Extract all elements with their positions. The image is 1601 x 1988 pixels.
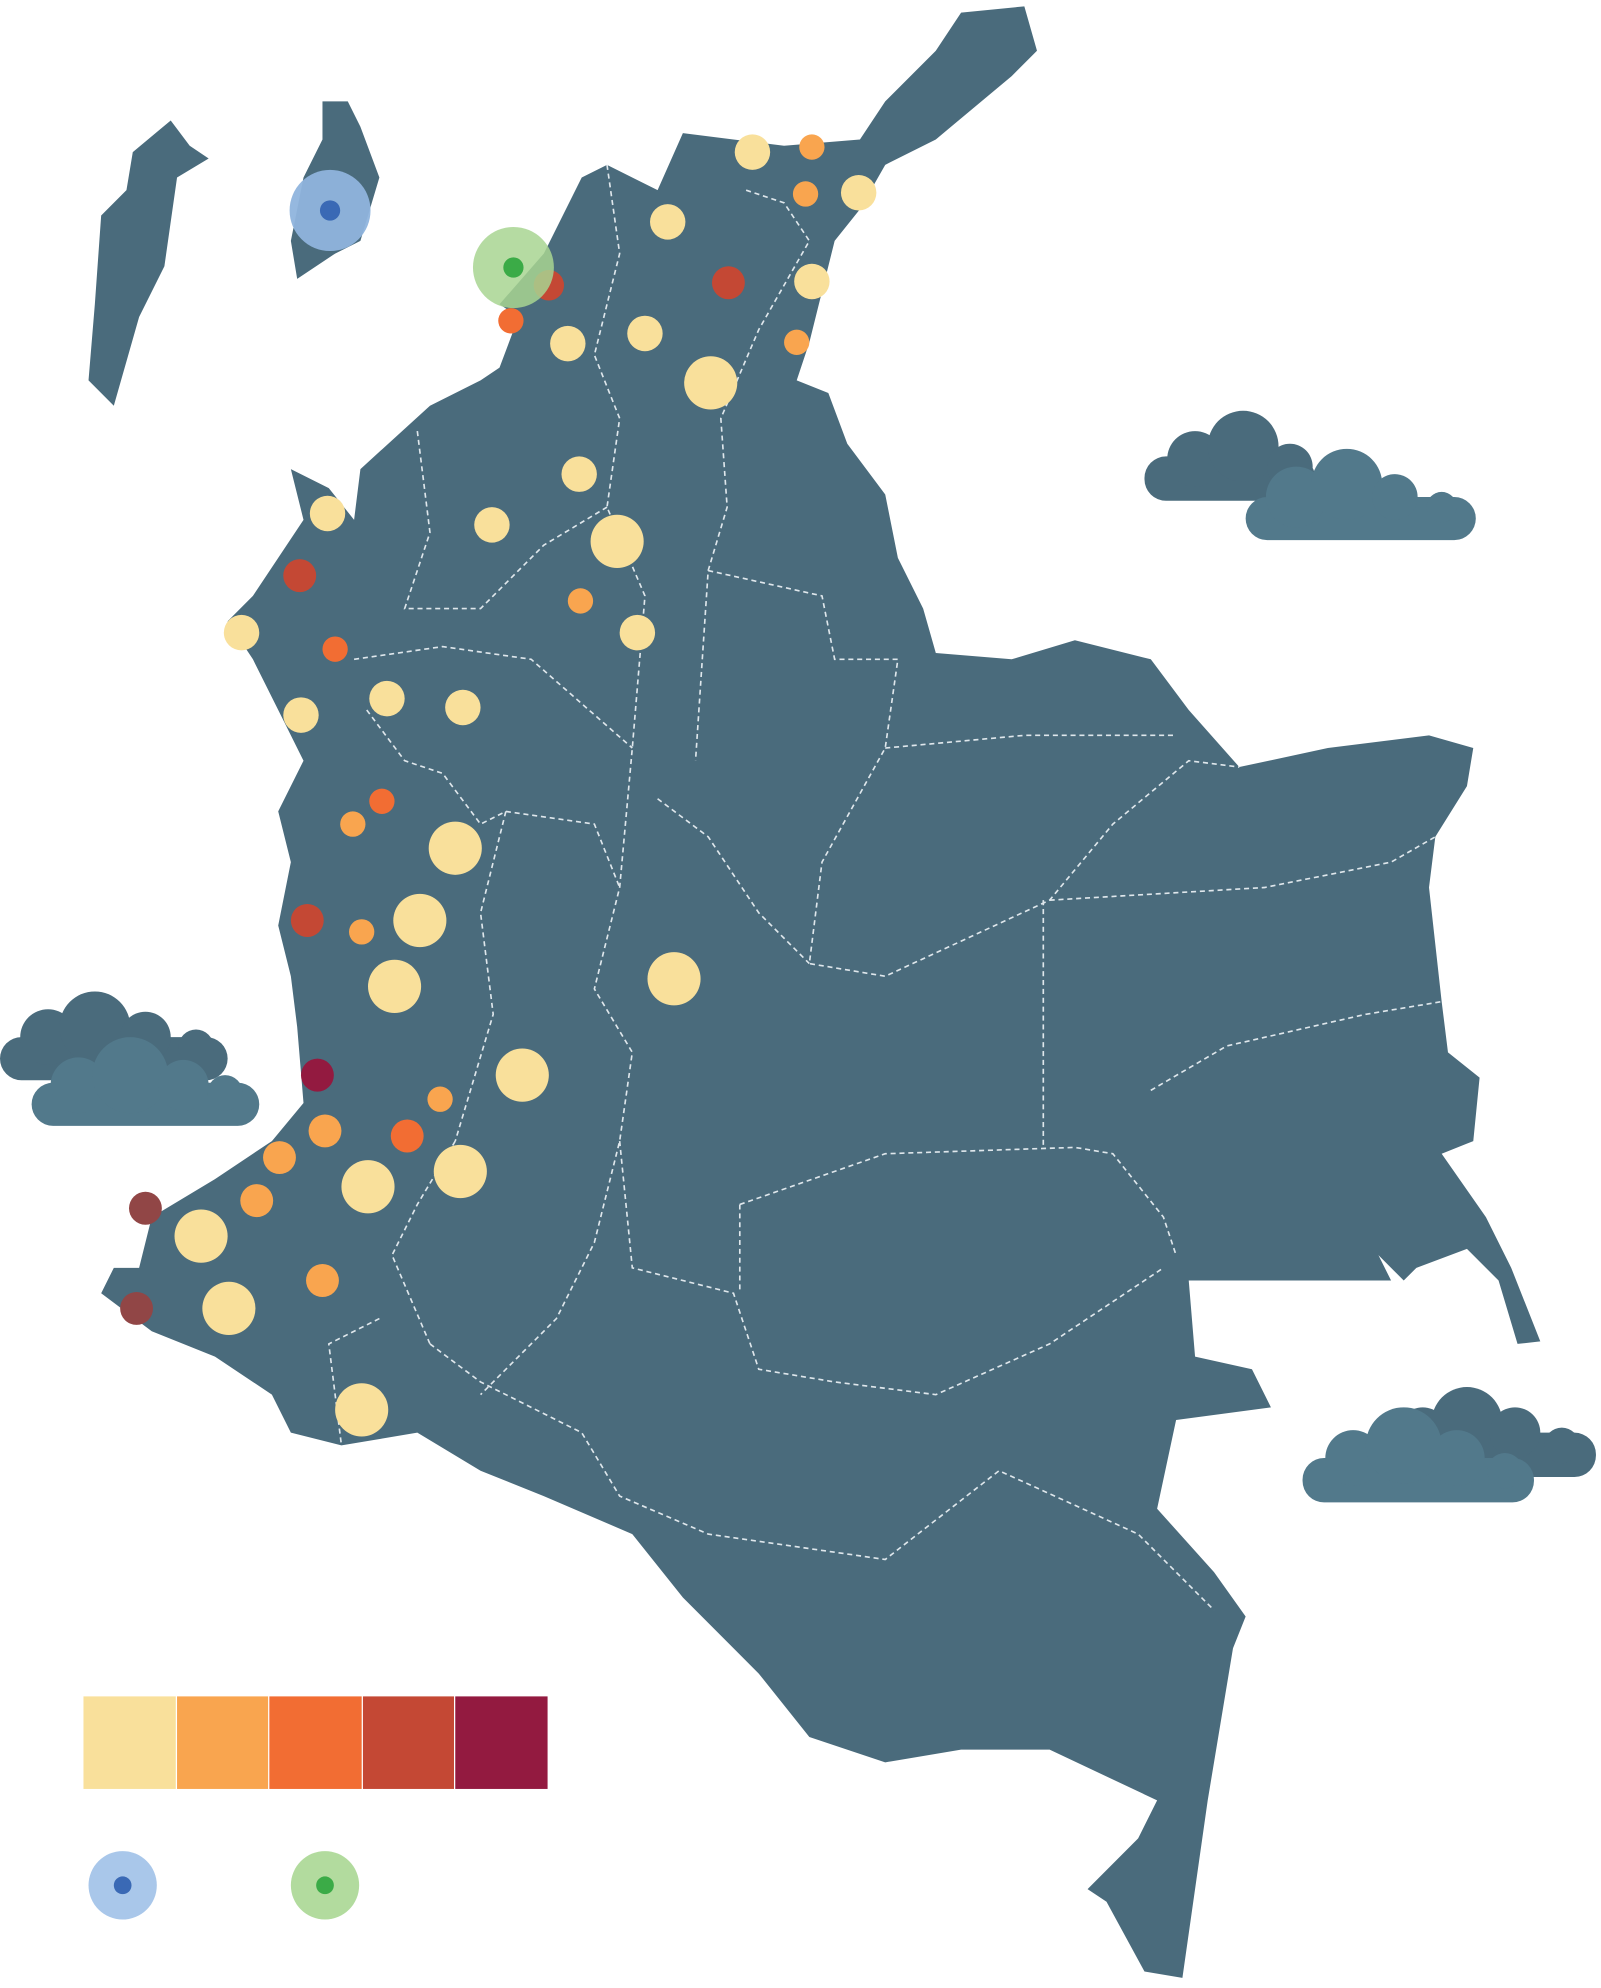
location-marker	[647, 952, 701, 1006]
location-marker	[792, 181, 819, 207]
location-marker	[427, 1086, 453, 1112]
location-marker	[306, 1264, 339, 1298]
location-marker	[428, 821, 482, 875]
location-marker	[498, 308, 524, 334]
location-marker	[445, 689, 481, 726]
location-marker	[283, 559, 317, 593]
legend-swatch	[362, 1696, 454, 1789]
location-marker	[340, 811, 366, 837]
location-marker	[341, 1160, 395, 1214]
location-marker	[390, 1119, 424, 1153]
legend	[83, 1696, 548, 1920]
location-marker	[561, 456, 597, 492]
location-marker	[619, 614, 656, 651]
cloud	[1302, 1407, 1534, 1503]
location-marker	[335, 1383, 389, 1437]
location-marker	[263, 1141, 296, 1175]
location-marker	[322, 636, 348, 662]
location-marker	[433, 1144, 487, 1199]
location-marker	[684, 356, 738, 410]
location-marker	[567, 588, 594, 614]
location-marker	[290, 903, 324, 937]
location-marker	[308, 1114, 342, 1148]
location-marker	[240, 1184, 274, 1218]
location-marker	[128, 1191, 162, 1225]
country-shape	[101, 6, 1541, 1978]
special-marker-center	[319, 200, 341, 221]
island	[88, 120, 209, 406]
location-marker	[650, 204, 686, 240]
cloud	[1245, 448, 1476, 541]
location-marker	[174, 1209, 228, 1263]
location-marker	[369, 680, 405, 717]
cloud	[31, 1037, 260, 1126]
location-marker	[495, 1048, 549, 1102]
legend-swatch	[269, 1696, 362, 1789]
location-marker	[734, 134, 771, 170]
location-marker	[309, 495, 346, 532]
location-marker	[393, 893, 447, 948]
legend-swatch	[83, 1696, 176, 1789]
location-marker	[349, 919, 375, 945]
location-marker	[840, 174, 877, 211]
legend-marker-center	[316, 1876, 334, 1895]
location-marker	[711, 266, 745, 300]
location-marker	[799, 134, 825, 160]
location-marker	[223, 614, 260, 651]
special-marker-center	[503, 257, 524, 278]
location-marker	[368, 959, 422, 1014]
location-marker	[369, 788, 395, 814]
location-marker	[120, 1291, 154, 1325]
location-marker	[627, 315, 663, 352]
legend-marker-center	[113, 1876, 132, 1895]
location-marker	[474, 507, 510, 543]
markers	[120, 134, 877, 1437]
location-marker	[784, 329, 810, 355]
location-marker	[283, 697, 319, 733]
location-marker	[794, 263, 830, 300]
location-marker	[590, 514, 644, 568]
location-marker	[202, 1281, 256, 1336]
location-marker	[550, 325, 586, 362]
location-marker	[300, 1058, 334, 1092]
legend-swatch	[455, 1696, 548, 1789]
legend-swatch	[177, 1696, 269, 1789]
